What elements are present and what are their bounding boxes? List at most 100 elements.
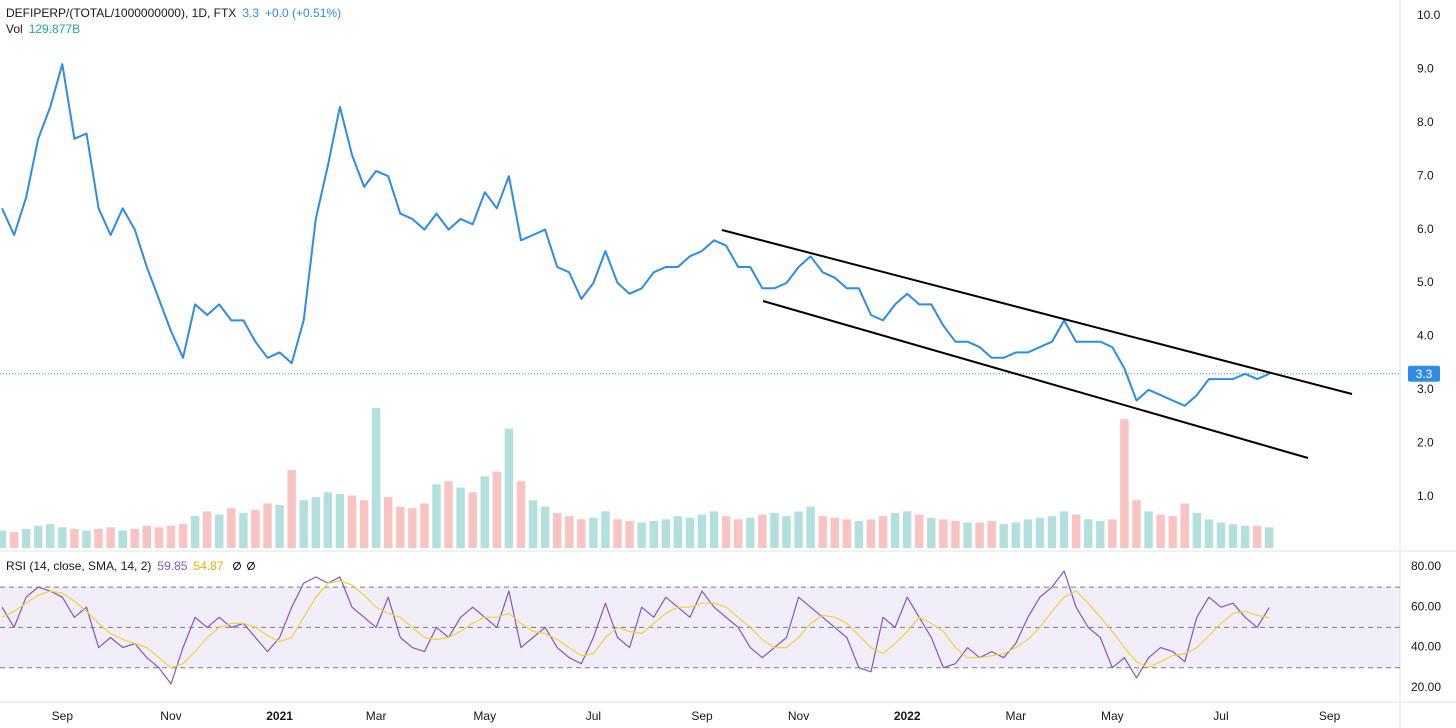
volume-bar — [239, 513, 248, 548]
volume-bar — [166, 525, 176, 548]
volume-bar — [335, 493, 345, 548]
rsi-line — [1, 570, 1270, 685]
volume-bar — [420, 503, 429, 548]
volume-bar — [589, 517, 598, 548]
trend-line — [721, 229, 1353, 395]
volume-bar — [1252, 525, 1262, 548]
volume-bar — [999, 524, 1008, 548]
volume-bar — [33, 525, 43, 548]
volume-bar — [1144, 511, 1153, 548]
rsi-value: 59.85 — [157, 559, 188, 573]
volume-bar — [9, 532, 19, 548]
volume-bar — [552, 513, 562, 548]
volume-bar — [1120, 419, 1129, 548]
y-tick-label: 4.0 — [1417, 329, 1434, 343]
volume-bar — [190, 516, 200, 548]
volume-bar — [794, 511, 803, 548]
volume-bar — [0, 530, 7, 548]
rsi-tick-label: 20.00 — [1411, 680, 1441, 694]
volume-bar — [528, 500, 538, 548]
volume-bar — [311, 497, 321, 548]
volume-title: Vol — [6, 22, 23, 36]
hidden-icons — [232, 561, 255, 571]
volume-bar — [1096, 520, 1105, 548]
volume-bar — [46, 524, 55, 548]
volume-bar — [58, 527, 67, 548]
volume-bar — [1240, 525, 1250, 548]
volume-bar — [649, 520, 658, 548]
last-price: 3.3 — [242, 6, 260, 20]
volume-bar — [951, 520, 960, 548]
rsi-band — [0, 587, 1400, 668]
volume-bar — [637, 522, 646, 548]
volume-bar — [504, 428, 514, 548]
volume-bar — [878, 516, 888, 548]
price-header: DEFIPERP/(TOTAL/1000000000), 1D, FTX 3.3 +… — [6, 6, 347, 20]
volume-bar — [1011, 522, 1021, 548]
volume-bar — [1180, 503, 1189, 548]
volume-bar — [818, 516, 827, 548]
volume-bar — [202, 511, 212, 548]
y-tick-label: 2.0 — [1417, 435, 1434, 449]
volume-bar — [1071, 514, 1081, 548]
volume-bar — [758, 514, 767, 548]
volume-bar — [287, 470, 296, 548]
rsi-header: RSI (14, close, SMA, 14, 2) 59.85 54.87 — [6, 559, 259, 573]
volume-bar — [1108, 519, 1117, 548]
volume-bar — [456, 487, 465, 548]
volume-bar — [721, 516, 731, 548]
volume-bar — [154, 527, 164, 548]
volume-bar — [468, 492, 477, 548]
x-tick-label: Mar — [366, 709, 387, 723]
x-tick-label: 2021 — [266, 709, 293, 723]
rsi-title: RSI (14, close, SMA, 14, 2) — [6, 559, 152, 573]
rsi-tick-label: 60.00 — [1411, 599, 1441, 613]
volume-bar — [806, 506, 815, 548]
x-tick-label: Sep — [691, 709, 713, 723]
x-tick-label: Mar — [1005, 709, 1026, 723]
volume-bar — [890, 513, 900, 548]
last-price-box — [1408, 365, 1440, 382]
y-tick-label: 3.0 — [1417, 382, 1434, 396]
volume-bar — [613, 519, 622, 548]
volume-bar — [106, 527, 115, 548]
x-tick-label: Sep — [1319, 709, 1341, 723]
volume-bar — [1047, 516, 1057, 548]
volume-bar — [1132, 500, 1141, 548]
volume-bar — [82, 530, 91, 548]
volume-bar — [577, 519, 586, 548]
volume-bar — [142, 525, 152, 548]
y-tick-label: 1.0 — [1417, 489, 1434, 503]
x-tick-label: Sep — [52, 709, 74, 723]
volume-bar — [685, 517, 695, 548]
volume-bar — [215, 514, 224, 548]
y-tick-label: 7.0 — [1417, 168, 1434, 182]
volume-bar — [359, 500, 369, 548]
volume-bar — [733, 519, 743, 548]
x-tick-label: Nov — [160, 709, 181, 723]
volume-bar — [1035, 517, 1045, 548]
volume-bar — [927, 517, 936, 548]
volume-bar — [94, 528, 103, 548]
volume-bar — [371, 408, 381, 548]
volume-bar — [1204, 519, 1214, 548]
y-tick-label: 8.0 — [1417, 115, 1434, 129]
volume-bar — [770, 513, 779, 548]
last-price-label: 3.3 — [1416, 367, 1433, 381]
rsi-line — [1, 580, 1270, 669]
volume-bar — [1168, 516, 1177, 548]
volume-bar — [516, 481, 526, 548]
volume-header: Vol 129.877B — [6, 22, 86, 36]
volume-bar — [1228, 524, 1238, 548]
volume-bar — [673, 516, 683, 548]
volume-bar — [347, 495, 357, 548]
volume-bar — [963, 522, 972, 548]
volume-bar — [709, 511, 719, 548]
volume-bar — [1192, 513, 1202, 548]
volume-bar — [178, 524, 188, 548]
x-tick-label: Jul — [586, 709, 601, 723]
x-tick-label: Nov — [788, 709, 809, 723]
volume-bar — [540, 506, 550, 548]
